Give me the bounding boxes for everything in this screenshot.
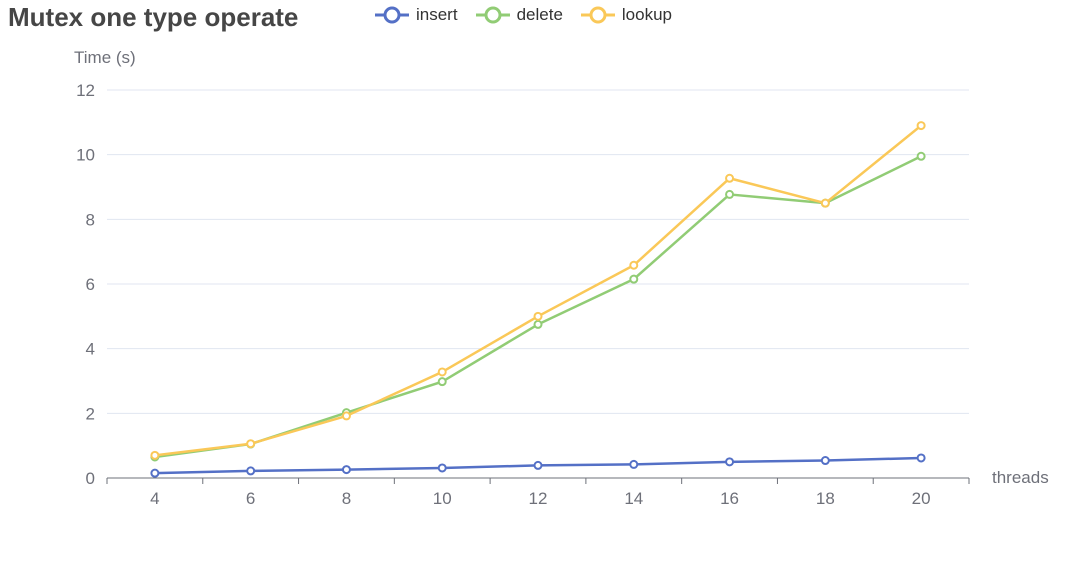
x-tick-label: 12 [529,489,548,508]
data-point-lookup[interactable] [820,198,830,208]
data-point-lookup[interactable] [341,411,351,421]
axes: 0 2 4 6 8 10 12 4 6 8 10 12 14 16 18 20 [76,81,970,508]
data-point-delete[interactable] [725,189,735,199]
legend-label-insert: insert [416,5,458,24]
legend-item-delete[interactable]: delete [475,5,563,25]
data-point-insert[interactable] [341,465,351,475]
y-tick-label: 10 [76,146,95,165]
data-point-insert[interactable] [437,463,447,473]
x-tick-label: 8 [342,489,351,508]
legend-item-insert[interactable]: insert [374,5,458,25]
data-point-delete[interactable] [916,151,926,161]
data-point-lookup[interactable] [437,367,447,377]
y-tick-label: 6 [86,275,95,294]
data-point-delete[interactable] [437,377,447,387]
x-tick-label: 4 [150,489,159,508]
y-axis-label: Time (s) [74,48,136,67]
data-point-lookup[interactable] [725,173,735,183]
series-line-delete [154,155,922,459]
data-point-insert[interactable] [629,459,639,469]
data-point-delete[interactable] [629,274,639,284]
x-tick-label: 18 [816,489,835,508]
legend-label-lookup: lookup [621,5,673,24]
series-layer [150,121,926,478]
data-point-insert[interactable] [820,456,830,466]
y-tick-label: 8 [86,210,95,229]
series-line-lookup [154,124,922,457]
data-point-delete[interactable] [533,319,543,329]
data-point-lookup[interactable] [246,439,256,449]
data-point-insert[interactable] [533,460,543,470]
data-point-lookup[interactable] [150,450,160,460]
legend-swatch-delete [475,6,510,24]
series-insert [150,453,926,478]
x-tick-label: 20 [912,489,931,508]
y-tick-label: 12 [76,81,95,100]
y-tick-label: 2 [86,404,95,423]
y-tick-label: 0 [86,469,95,488]
legend-swatch-insert [375,6,409,24]
grid-lines [107,89,969,414]
x-tick-label: 14 [624,489,643,508]
legend-item-lookup[interactable]: lookup [580,5,672,25]
data-point-lookup[interactable] [629,260,639,270]
x-tick-label: 10 [433,489,452,508]
chart-title: Mutex one type operate [8,2,299,32]
data-point-insert[interactable] [916,453,926,463]
data-point-insert[interactable] [246,466,256,476]
data-point-lookup[interactable] [533,311,543,321]
legend: insert delete lookup [374,5,689,25]
series-lookup [150,121,926,460]
legend-swatch-lookup [580,6,615,24]
x-axis-label: threads [992,468,1049,487]
data-point-insert[interactable] [150,468,160,478]
data-point-insert[interactable] [725,457,735,467]
x-tick-label: 16 [720,489,739,508]
legend-label-delete: delete [516,5,563,24]
x-tick-label: 6 [246,489,255,508]
data-point-lookup[interactable] [916,121,926,131]
y-tick-label: 4 [86,340,95,359]
